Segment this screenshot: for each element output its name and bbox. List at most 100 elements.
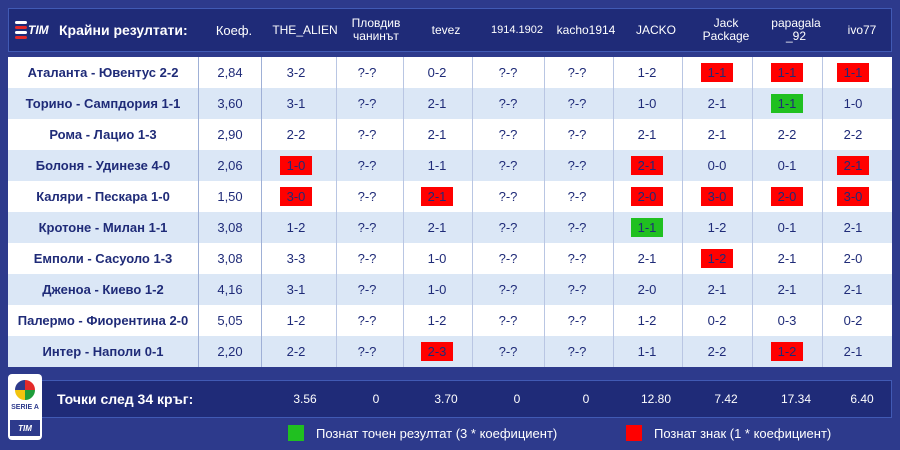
red-swatch-icon xyxy=(626,425,642,441)
prediction-cell: 1-0 xyxy=(402,243,472,274)
prediction-cell: ?-? xyxy=(472,150,544,181)
prediction-cell: 1-2 xyxy=(682,243,752,274)
column-divider xyxy=(752,57,753,88)
player-points: 0 xyxy=(582,392,590,406)
column-divider xyxy=(822,88,823,119)
column-divider xyxy=(682,181,683,212)
tim-logo-icon: TIM xyxy=(15,21,55,43)
prediction-cell: 0-2 xyxy=(822,305,884,336)
prediction-value: 1-0 xyxy=(427,251,447,266)
player-points: 17.34 xyxy=(780,392,812,406)
legend-exact-label: Познат точен резултат (3 * коефициент) xyxy=(316,425,558,441)
legend-sign-label: Познат знак (1 * коефициент) xyxy=(654,425,832,441)
match-name: Рома - Лацио 1-3 xyxy=(49,127,157,142)
column-divider xyxy=(822,181,823,212)
prediction-cell: 2-1 xyxy=(612,150,682,181)
table-row: Аталанта - Ювентус 2-2 2,84 3-2 ?-? 0-2 ?-? ?-… xyxy=(8,57,892,88)
prediction-cell: 3-0 xyxy=(682,181,752,212)
column-divider xyxy=(472,88,473,119)
prediction-cell: 2-2 xyxy=(256,119,336,150)
column-divider xyxy=(613,119,614,150)
prediction-value: 1-2 xyxy=(637,65,657,80)
column-divider xyxy=(682,57,683,88)
prediction-cell: ?-? xyxy=(472,274,544,305)
prediction-cell: 1-1 xyxy=(822,57,884,88)
prediction-cell: ?-? xyxy=(541,119,613,150)
prediction-cell: 2-1 xyxy=(682,274,752,305)
prediction-cell: 1-2 xyxy=(682,212,752,243)
prediction-cell: 1-1 xyxy=(612,336,682,367)
column-divider xyxy=(613,212,614,243)
prediction-value: 2-1 xyxy=(707,282,727,297)
prediction-cell: 2-0 xyxy=(612,181,682,212)
player-header: JACKO xyxy=(635,22,676,37)
prediction-cell: ?-? xyxy=(541,212,613,243)
prediction-value: ?-? xyxy=(498,282,518,297)
prediction-value: 2-1 xyxy=(427,96,447,111)
column-divider xyxy=(752,274,753,305)
prediction-value: ?-? xyxy=(567,189,587,204)
column-divider xyxy=(336,243,337,274)
prediction-cell: 1-0 xyxy=(822,88,884,119)
prediction-cell: 2-2 xyxy=(822,119,884,150)
prediction-cell: 2-1 xyxy=(612,119,682,150)
prediction-cell: ?-? xyxy=(331,150,403,181)
prediction-cell: 3-0 xyxy=(256,181,336,212)
prediction-cell: 1-1 xyxy=(752,57,822,88)
prediction-value: 0-2 xyxy=(843,313,863,328)
match-odds: 5,05 xyxy=(198,305,262,336)
column-divider xyxy=(752,119,753,150)
column-divider xyxy=(544,150,545,181)
prediction-value: 0-1 xyxy=(777,158,797,173)
prediction-cell: 2-2 xyxy=(682,336,752,367)
prediction-value: 2-2 xyxy=(286,344,306,359)
prediction-value: ?-? xyxy=(498,220,518,235)
match-name: Болоня - Удинезе 4-0 xyxy=(35,158,171,173)
prediction-cell: 0-2 xyxy=(402,57,472,88)
prediction-cell: 1-0 xyxy=(402,274,472,305)
prediction-cell: 1-2 xyxy=(256,305,336,336)
match-odds: 2,06 xyxy=(198,150,262,181)
match-odds: 2,20 xyxy=(198,336,262,367)
column-divider xyxy=(403,336,404,367)
prediction-value: 1-1 xyxy=(427,158,447,173)
column-divider xyxy=(472,212,473,243)
table-row: Дженоа - Киево 1-2 4,16 3-1 ?-? 1-0 ?-? ?-? 2-0… xyxy=(8,274,892,305)
table-row: Торино - Сампдория 1-1 3,60 3-1 ?-? 2-1 ?-? ?-… xyxy=(8,88,892,119)
column-divider xyxy=(336,274,337,305)
column-divider xyxy=(682,305,683,336)
prediction-cell: ?-? xyxy=(541,88,613,119)
prediction-value: 2-3 xyxy=(421,342,453,361)
prediction-value: ?-? xyxy=(498,251,518,266)
column-divider xyxy=(752,88,753,119)
prediction-value: 2-0 xyxy=(631,187,663,206)
prediction-value: ?-? xyxy=(357,96,377,111)
serie-a-logo-icon: SERIE A TIM xyxy=(8,374,42,440)
prediction-cell: 2-1 xyxy=(682,88,752,119)
column-divider xyxy=(544,243,545,274)
prediction-value: ?-? xyxy=(567,127,587,142)
player-header: THE_ALIEN xyxy=(272,22,338,37)
table-row: Болоня - Удинезе 4-0 2,06 1-0 ?-? 1-1 ?-? ?-? 2… xyxy=(8,150,892,181)
page-title: Крайни резултати: xyxy=(59,21,188,38)
prediction-cell: 2-0 xyxy=(752,181,822,212)
match-odds: 3,08 xyxy=(198,212,262,243)
prediction-cell: ?-? xyxy=(472,305,544,336)
column-divider xyxy=(403,305,404,336)
column-divider xyxy=(403,181,404,212)
prediction-cell: 1-1 xyxy=(402,150,472,181)
column-divider xyxy=(544,181,545,212)
prediction-value: ?-? xyxy=(357,158,377,173)
prediction-value: 2-1 xyxy=(427,127,447,142)
prediction-value: 0-3 xyxy=(777,313,797,328)
prediction-value: 0-1 xyxy=(777,220,797,235)
column-divider xyxy=(472,274,473,305)
prediction-value: ?-? xyxy=(567,158,587,173)
prediction-cell: 3-2 xyxy=(256,57,336,88)
table-header: TIM Крайни резултати: Коеф. THE_ALIEN Пл… xyxy=(8,8,892,52)
prediction-value: ?-? xyxy=(357,282,377,297)
prediction-value: 2-1 xyxy=(421,187,453,206)
player-header: papagala _92 xyxy=(771,16,821,43)
prediction-value: 1-2 xyxy=(286,313,306,328)
player-points: 0 xyxy=(372,392,380,406)
